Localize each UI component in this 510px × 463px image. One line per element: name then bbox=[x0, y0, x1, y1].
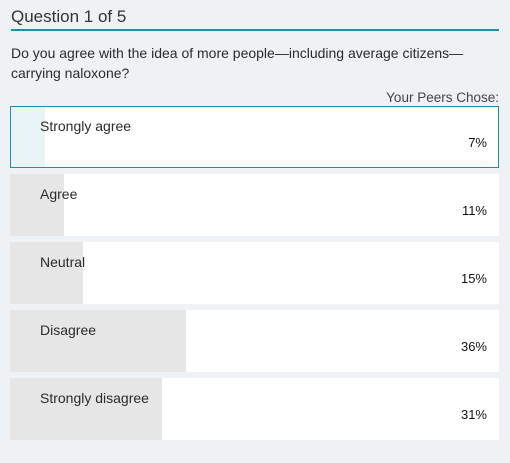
option-result-bar bbox=[10, 174, 64, 236]
question-header: Question 1 of 5 bbox=[11, 0, 499, 31]
option-label: Strongly disagree bbox=[40, 390, 149, 406]
option-label: Agree bbox=[40, 186, 78, 202]
option-result-bar bbox=[10, 378, 162, 440]
option-percent: 15% bbox=[460, 271, 487, 286]
question-text: Do you agree with the idea of more peopl… bbox=[11, 45, 464, 81]
option-percent: 31% bbox=[460, 407, 487, 422]
option-label: Disagree bbox=[40, 322, 97, 338]
option-percent: 36% bbox=[460, 339, 487, 354]
option-percent: 11% bbox=[461, 203, 487, 218]
option-percent: 7% bbox=[468, 135, 487, 150]
option-disagree[interactable]: Disagree 36% bbox=[10, 310, 499, 372]
option-strongly-disagree[interactable]: Strongly disagree 31% bbox=[10, 378, 499, 440]
option-label: Neutral bbox=[40, 254, 86, 270]
option-result-bar bbox=[10, 310, 187, 372]
option-agree[interactable]: Agree 11% bbox=[10, 174, 499, 236]
option-result-bar bbox=[11, 107, 46, 167]
option-neutral[interactable]: Neutral 15% bbox=[10, 242, 499, 304]
option-result-bar bbox=[10, 242, 84, 304]
option-strongly-agree[interactable]: Strongly agree 7% bbox=[10, 106, 499, 168]
peers-chose-label: Your Peers Chose: bbox=[386, 90, 499, 105]
question-counter: Question 1 of 5 bbox=[11, 7, 127, 26]
option-label: Strongly agree bbox=[40, 118, 132, 134]
answer-options: Strongly agree 7% Agree 11% Neutral 15% … bbox=[10, 106, 499, 446]
